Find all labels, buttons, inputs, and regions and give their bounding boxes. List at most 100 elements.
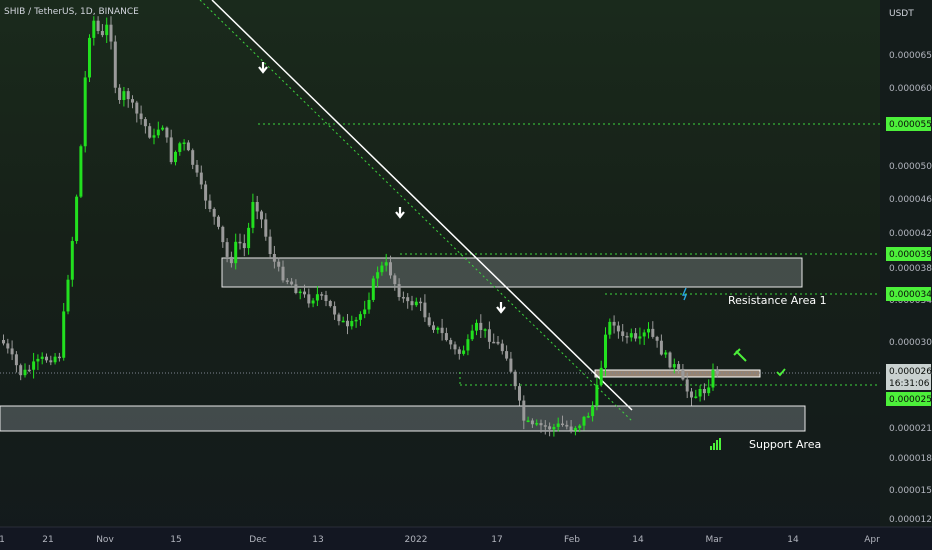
candle-body[interactable] xyxy=(634,333,638,339)
candle-body[interactable] xyxy=(105,24,109,36)
candle-body[interactable] xyxy=(57,356,61,359)
candle-body[interactable] xyxy=(423,302,427,318)
price-tag-5531[interactable]: 0.00005531 xyxy=(886,117,932,131)
candle-body[interactable] xyxy=(264,219,268,237)
candle-body[interactable] xyxy=(677,364,681,369)
candle-body[interactable] xyxy=(217,216,220,227)
candle-body[interactable] xyxy=(242,243,246,249)
candle-body[interactable] xyxy=(466,339,470,351)
candle-body[interactable] xyxy=(440,327,444,334)
candle-body[interactable] xyxy=(113,41,117,88)
candle-body[interactable] xyxy=(376,272,380,279)
candle-body[interactable] xyxy=(629,333,633,338)
candle-body[interactable] xyxy=(96,20,100,32)
candle-body[interactable] xyxy=(401,297,405,299)
candle-body[interactable] xyxy=(260,211,263,220)
candle-body[interactable] xyxy=(505,351,509,359)
candle-body[interactable] xyxy=(604,334,607,368)
candle-body[interactable] xyxy=(569,426,573,431)
candle-body[interactable] xyxy=(419,301,423,304)
candle-body[interactable] xyxy=(122,91,126,100)
candle-body[interactable] xyxy=(707,387,711,394)
candle-body[interactable] xyxy=(208,200,212,209)
candle-body[interactable] xyxy=(539,423,543,426)
candle-body[interactable] xyxy=(285,280,289,282)
candle-body[interactable] xyxy=(380,265,384,273)
candle-body[interactable] xyxy=(195,164,199,173)
candle-body[interactable] xyxy=(27,369,31,372)
candle-body[interactable] xyxy=(389,262,392,276)
candle-body[interactable] xyxy=(393,275,397,285)
candle-body[interactable] xyxy=(135,102,139,114)
candle-body[interactable] xyxy=(328,301,332,307)
candle-body[interactable] xyxy=(651,328,655,337)
candle-body[interactable] xyxy=(131,99,134,103)
candle-body[interactable] xyxy=(548,426,552,430)
candle-body[interactable] xyxy=(591,405,595,417)
candle-body[interactable] xyxy=(290,281,294,285)
candle-body[interactable] xyxy=(436,327,440,330)
candle-body[interactable] xyxy=(255,201,259,212)
candle-body[interactable] xyxy=(79,146,83,197)
candle-body[interactable] xyxy=(346,320,349,327)
candle-body[interactable] xyxy=(479,322,483,331)
candle-body[interactable] xyxy=(483,329,487,331)
candle-body[interactable] xyxy=(212,208,216,217)
candle-body[interactable] xyxy=(191,150,195,165)
candle-body[interactable] xyxy=(492,341,496,344)
candle-body[interactable] xyxy=(608,321,612,335)
candle-body[interactable] xyxy=(509,358,513,372)
candle-body[interactable] xyxy=(500,343,504,352)
candle-body[interactable] xyxy=(148,126,152,138)
candle-body[interactable] xyxy=(406,297,410,302)
candle-body[interactable] xyxy=(156,129,160,136)
candle-body[interactable] xyxy=(616,325,620,332)
candle-body[interactable] xyxy=(311,300,315,304)
candle-body[interactable] xyxy=(358,314,362,320)
price-tag-2522[interactable]: 0.00002522 xyxy=(886,392,932,406)
candle-body[interactable] xyxy=(715,369,719,374)
candle-body[interactable] xyxy=(272,254,276,262)
candle-body[interactable] xyxy=(6,343,10,349)
candle-body[interactable] xyxy=(294,284,298,293)
candle-body[interactable] xyxy=(66,279,70,312)
candle-body[interactable] xyxy=(621,331,625,336)
candle-body[interactable] xyxy=(186,142,190,151)
support-zone[interactable] xyxy=(0,405,806,432)
trendline-dotted[interactable] xyxy=(199,0,634,423)
candle-body[interactable] xyxy=(2,340,5,344)
candle-body[interactable] xyxy=(573,427,577,431)
candle-body[interactable] xyxy=(354,319,358,322)
candle-body[interactable] xyxy=(75,196,79,242)
candle-body[interactable] xyxy=(612,321,616,326)
candle-body[interactable] xyxy=(324,295,328,302)
candle-body[interactable] xyxy=(221,226,225,243)
candle-body[interactable] xyxy=(268,236,272,255)
candle-body[interactable] xyxy=(100,31,104,36)
candle-body[interactable] xyxy=(320,294,324,296)
candle-body[interactable] xyxy=(277,261,281,267)
candle-body[interactable] xyxy=(204,184,208,201)
candle-body[interactable] xyxy=(694,396,698,399)
candle-body[interactable] xyxy=(535,423,539,425)
candle-body[interactable] xyxy=(565,424,569,427)
candle-body[interactable] xyxy=(229,256,233,264)
candle-body[interactable] xyxy=(363,309,367,315)
candle-body[interactable] xyxy=(126,91,130,100)
candle-body[interactable] xyxy=(19,365,23,376)
candle-body[interactable] xyxy=(432,325,435,330)
candle-body[interactable] xyxy=(681,368,685,380)
candle-body[interactable] xyxy=(543,425,547,427)
candle-body[interactable] xyxy=(109,24,113,42)
candle-body[interactable] xyxy=(10,348,14,355)
candle-body[interactable] xyxy=(23,369,27,376)
candle-body[interactable] xyxy=(251,201,255,228)
candle-body[interactable] xyxy=(14,354,18,366)
price-tag-3961[interactable]: 0.00003961 xyxy=(886,247,932,261)
candle-body[interactable] xyxy=(427,317,431,326)
candle-body[interactable] xyxy=(152,135,156,138)
price-tag-current[interactable]: 0.00002656 16:31:06 xyxy=(886,364,932,390)
candle-body[interactable] xyxy=(174,151,177,163)
candle-body[interactable] xyxy=(690,391,693,398)
